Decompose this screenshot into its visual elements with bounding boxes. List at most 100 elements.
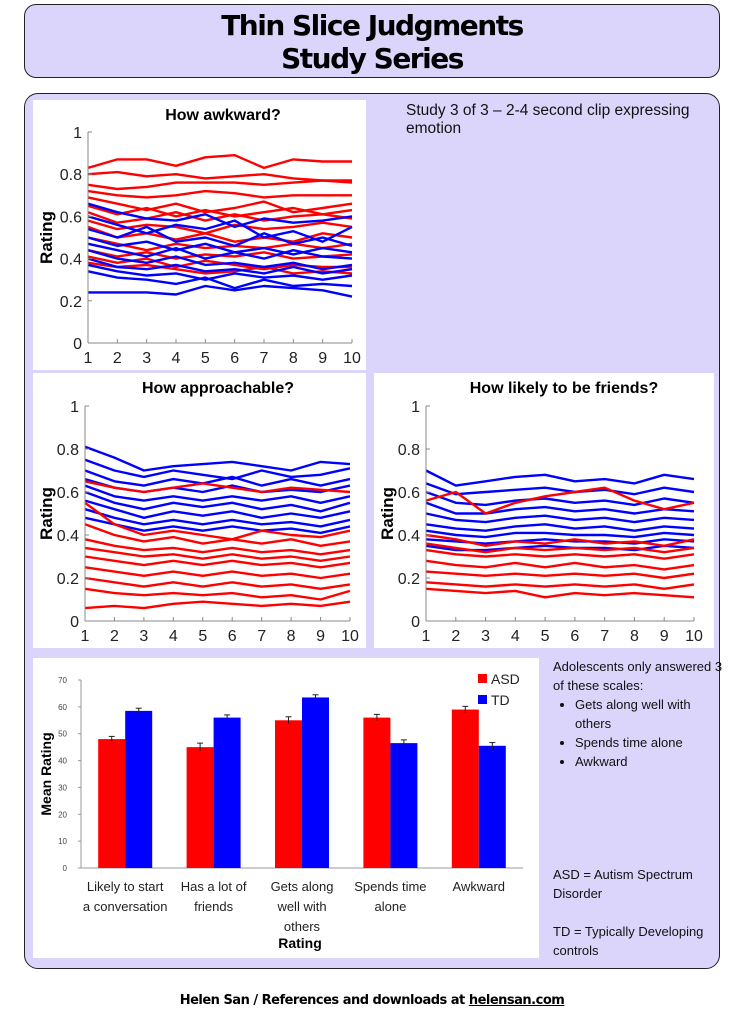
series-line-asd [425,581,695,591]
scale-list: Gets along well with others Spends time … [553,695,723,771]
x-tick-label: 10 [685,628,703,645]
legend-label: ASD [491,671,520,687]
series-line-asd [87,219,353,235]
y-axis-label: Rating [37,487,56,540]
series-line-asd [84,523,351,548]
series-line-td [87,225,353,248]
x-tick-label: 10 [343,350,361,367]
series-line-asd [84,546,351,563]
series-line-td [88,284,353,298]
series-line-td [425,523,695,532]
y-tick-label: 1 [70,399,79,416]
friends-chart-panel: How likely to be friends? 0 0.2 0.4 0.6 0.8 1 1… [374,373,714,648]
scale-item: Spends time alone [575,733,723,752]
y-axis-label: Rating [378,487,397,540]
x-tick-label: 3 [481,628,490,645]
bar-asd [98,739,126,868]
x-tick-label: 5 [198,628,207,645]
x-tick-label: 6 [570,628,579,645]
x-tick-label: 8 [289,350,298,367]
chart-title: How likely to be friends? [470,380,658,397]
x-tick-label: 3 [142,350,151,367]
series-line-asd [84,538,351,556]
x-tick-label: 3 [139,628,148,645]
y-tick-label: 20 [58,810,67,819]
series-line-td [425,482,695,496]
asd-definition: ASD = Autism Spectrum Disorder [553,867,693,901]
x-tick-label: 8 [287,628,296,645]
y-tick-label: 0.2 [398,571,420,588]
y-tick-label: 0.4 [398,528,420,545]
series-line-td [87,249,353,271]
series-line-asd [425,486,695,515]
footer-link[interactable]: helensan.com [468,993,565,1008]
awkward-chart-panel: How awkward? 0 0.2 0.4 0.6 0.8 1 1 2 3 4 5 6 7 8 9 10 Rat… [33,100,366,370]
x-axis-label: Rating [278,935,322,951]
category-label: Awkward [453,879,506,894]
series-line-td [87,236,353,256]
chart-title: How approachable? [142,380,294,397]
y-tick-label: 50 [58,730,67,739]
y-axis-label: Rating [37,211,56,264]
series-line-td [87,202,353,229]
series-line-td [84,499,351,520]
y-tick-label: 60 [58,703,67,712]
page-title-line2: Study Series [281,42,464,75]
x-tick-label: 5 [541,628,550,645]
adolescent-note: Adolescents only answered 3 of these sca… [553,657,723,771]
y-tick-label: 0.8 [57,442,79,459]
series-line-asd [84,600,351,610]
series-line-asd [425,542,695,554]
series-line-asd [425,548,695,560]
approachable-line-chart: How approachable? 0 0.2 0.4 0.6 0.8 1 1 2 3 4 5 6 7 8 9… [37,380,359,645]
bar-td [390,743,418,868]
y-tick-label: 0.6 [60,209,82,226]
bar-asd [451,709,479,868]
legend-label: TD [491,692,510,708]
series-line-asd [87,179,353,191]
x-tick-label: 2 [110,628,119,645]
bar-asd [186,747,214,868]
category-label: alone [374,899,406,914]
y-tick-label: 1 [411,399,420,416]
x-tick-label: 7 [257,628,266,645]
y-tick-label: 40 [58,757,67,766]
series-line-td [84,484,351,505]
y-tick-label: 0 [73,336,82,353]
y-tick-label: 0.8 [398,442,420,459]
y-tick-label: 0.4 [60,252,82,269]
x-tick-label: 6 [230,350,239,367]
series-line-asd [425,587,695,599]
y-tick-label: 0.4 [57,528,79,545]
series-line-td [87,242,353,260]
page-title-line1: Thin Slice Judgments [221,9,524,42]
category-label: Spends time [354,879,426,894]
category-label: friends [194,899,234,914]
x-tick-label: 2 [113,350,122,367]
series-line-asd [87,261,353,275]
category-label: Gets along [271,879,334,894]
series-line-td [87,215,353,243]
y-tick-label: 0.2 [57,571,79,588]
td-definition: TD = Typically Developing controls [553,924,704,958]
title-banner: Thin Slice Judgments Study Series [24,4,720,78]
series-line-asd [87,189,352,199]
x-tick-label: 10 [341,628,359,645]
bar-td [302,697,329,868]
chart-title: How awkward? [165,107,281,124]
series-line-asd [87,170,352,182]
series-line-asd [84,555,351,569]
series-line-td [87,263,353,281]
approachable-chart-panel: How approachable? 0 0.2 0.4 0.6 0.8 1 1 2 3 4 5 6 7 8 9… [33,373,366,648]
y-tick-label: 0 [63,864,68,873]
series-line-asd [84,480,351,494]
series-line-asd [425,559,695,571]
category-label: well with [276,899,326,914]
series-line-td [84,469,351,487]
series-line-asd [87,154,352,170]
legend-swatch-td [478,695,487,704]
x-tick-label: 1 [422,628,431,645]
mean-rating-bar-chart: 0 10 20 30 40 50 60 70 Likely to start a conversa… [38,671,523,951]
y-tick-label: 0.6 [57,485,79,502]
y-tick-label: 1 [73,125,82,142]
